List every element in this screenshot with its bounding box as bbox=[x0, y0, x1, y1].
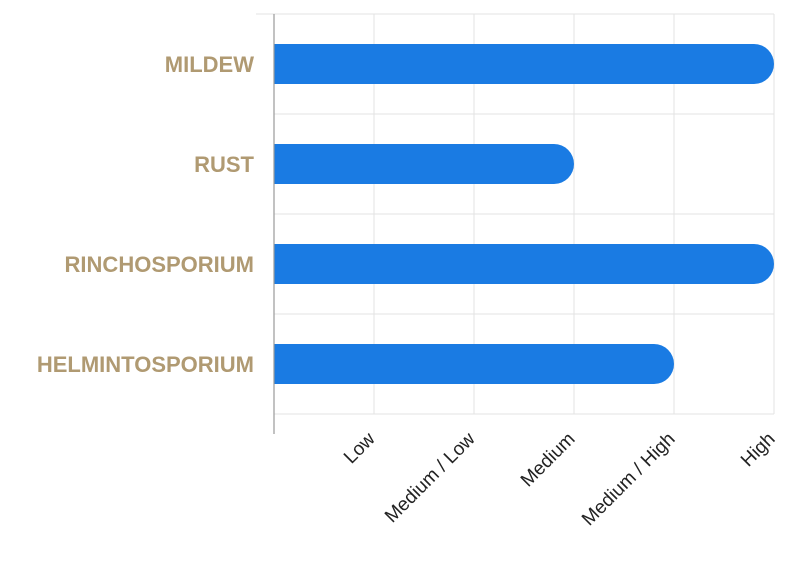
labels: MILDEW RUST RINCHOSPORIUM HELMINTOSPORIUM Lo… bbox=[37, 52, 780, 530]
category-label: HELMINTOSPORIUM bbox=[37, 352, 254, 377]
bar-helmintosporium bbox=[274, 344, 674, 384]
category-label: RUST bbox=[194, 152, 254, 177]
x-tick-label: Medium / Low bbox=[381, 428, 480, 527]
bar-rinchosporium bbox=[274, 244, 774, 284]
x-tick-label: Medium / High bbox=[578, 429, 679, 530]
category-label: MILDEW bbox=[165, 52, 254, 77]
x-tick-label: Low bbox=[340, 428, 380, 468]
x-tick-label: Medium bbox=[517, 429, 580, 492]
category-label: RINCHOSPORIUM bbox=[65, 252, 254, 277]
bar-mildew bbox=[274, 44, 774, 84]
bar-rust bbox=[274, 144, 574, 184]
bars bbox=[274, 44, 774, 384]
x-tick-label: High bbox=[737, 429, 779, 471]
